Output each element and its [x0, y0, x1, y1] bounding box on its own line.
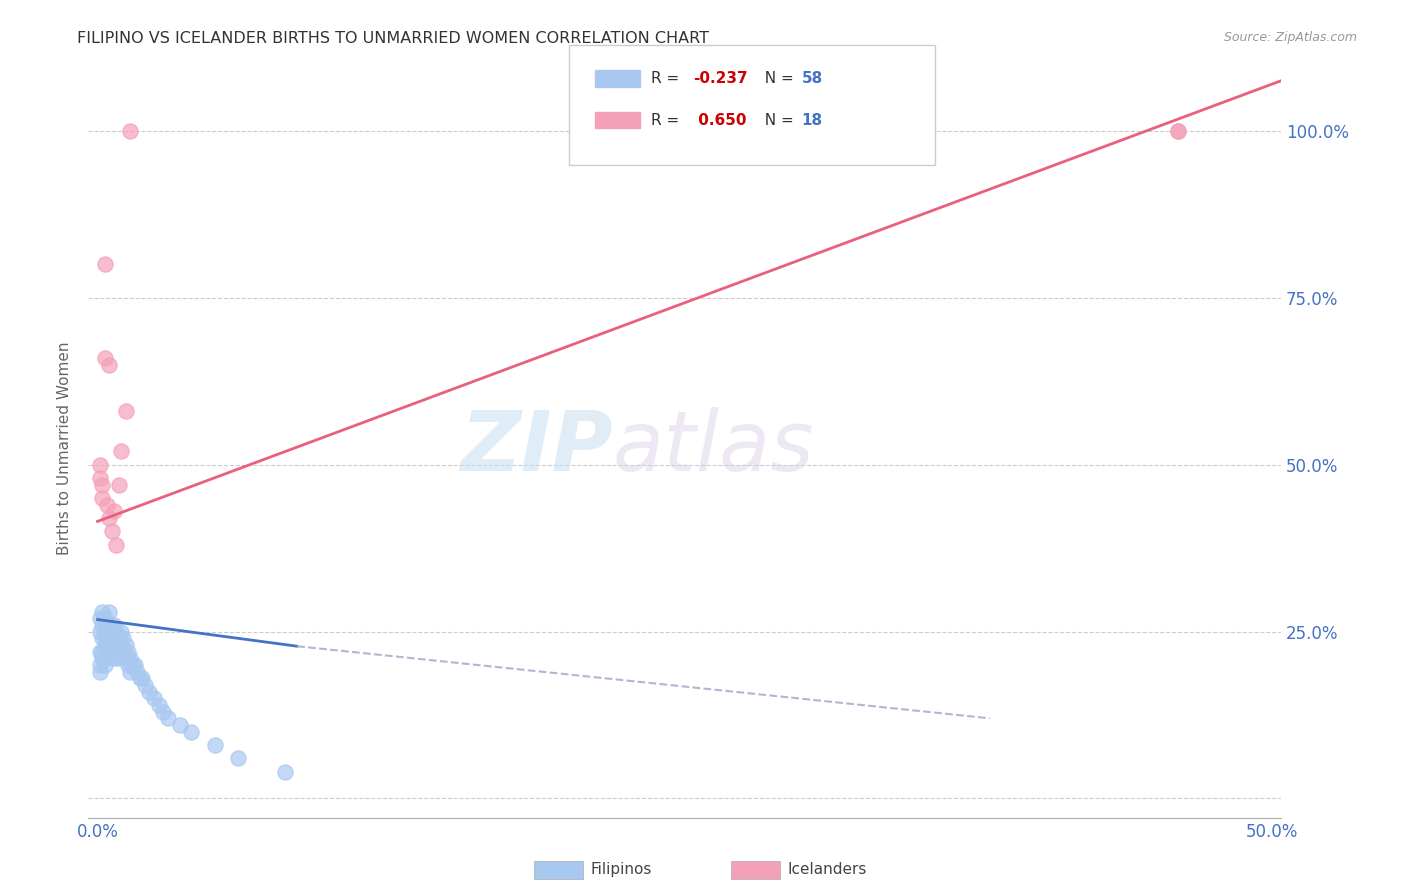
Point [103, 504, 125, 518]
Point [100, 524, 122, 539]
Point [124, 657, 146, 672]
Point [100, 638, 122, 652]
Text: N =: N = [755, 71, 799, 86]
Point [91, 605, 114, 619]
Point [110, 444, 132, 458]
Point [131, 671, 153, 685]
Point [180, 724, 202, 739]
Point [103, 631, 125, 645]
Point [204, 738, 226, 752]
Point [93, 624, 115, 639]
Point [128, 671, 150, 685]
Point [89, 611, 111, 625]
Point [105, 651, 128, 665]
Point [120, 651, 142, 665]
Point [91, 477, 114, 491]
Point [228, 751, 250, 765]
Point [89, 458, 111, 472]
Text: R =: R = [651, 113, 685, 128]
Text: Filipinos: Filipinos [591, 863, 652, 877]
Text: -0.237: -0.237 [693, 71, 748, 86]
Point [93, 257, 115, 271]
Point [100, 651, 122, 665]
Point [91, 618, 114, 632]
Point [114, 404, 136, 418]
Point [152, 705, 174, 719]
Point [110, 624, 132, 639]
Point [89, 644, 111, 658]
Point [148, 698, 170, 712]
Text: FILIPINO VS ICELANDER BIRTHS TO UNMARRIED WOMEN CORRELATION CHART: FILIPINO VS ICELANDER BIRTHS TO UNMARRIE… [77, 31, 710, 46]
Point [107, 631, 129, 645]
Point [91, 651, 114, 665]
Point [96, 644, 118, 658]
Point [91, 631, 114, 645]
Point [121, 657, 143, 672]
Point [112, 631, 135, 645]
Point [93, 657, 115, 672]
Point [96, 618, 118, 632]
Point [107, 477, 129, 491]
Text: 18: 18 [801, 113, 823, 128]
Point [117, 657, 139, 672]
Point [98, 644, 121, 658]
Point [91, 644, 114, 658]
Point [93, 611, 115, 625]
Point [117, 644, 139, 658]
Y-axis label: Births to Unmarried Women: Births to Unmarried Women [58, 342, 72, 555]
Point [98, 358, 121, 372]
Point [98, 511, 121, 525]
Point [89, 624, 111, 639]
Point [96, 498, 118, 512]
Point [134, 678, 156, 692]
Point [93, 638, 115, 652]
Point [91, 491, 114, 505]
Point [105, 624, 128, 639]
Point [114, 651, 136, 665]
Text: 58: 58 [801, 71, 823, 86]
Point [1167, 124, 1189, 138]
Point [110, 651, 132, 665]
Text: ZIP: ZIP [460, 408, 613, 489]
Point [114, 638, 136, 652]
Text: R =: R = [651, 71, 685, 86]
Text: Source: ZipAtlas.com: Source: ZipAtlas.com [1223, 31, 1357, 45]
Point [120, 124, 142, 138]
Point [100, 624, 122, 639]
Point [156, 711, 179, 725]
Point [98, 618, 121, 632]
Point [127, 665, 149, 679]
Point [1167, 124, 1189, 138]
Point [98, 605, 121, 619]
Point [138, 684, 160, 698]
Text: Icelanders: Icelanders [787, 863, 866, 877]
Point [89, 471, 111, 485]
Point [112, 644, 135, 658]
Point [93, 351, 115, 365]
Point [107, 644, 129, 658]
Text: atlas: atlas [613, 408, 814, 489]
Point [96, 631, 118, 645]
Point [89, 665, 111, 679]
Point [120, 665, 142, 679]
Text: N =: N = [755, 113, 799, 128]
Point [103, 618, 125, 632]
Point [169, 718, 191, 732]
Point [110, 638, 132, 652]
Point [105, 638, 128, 652]
Text: 0.650: 0.650 [693, 113, 747, 128]
Point [98, 631, 121, 645]
Point [105, 538, 128, 552]
Point [142, 691, 165, 706]
Point [89, 657, 111, 672]
Point [274, 764, 297, 779]
